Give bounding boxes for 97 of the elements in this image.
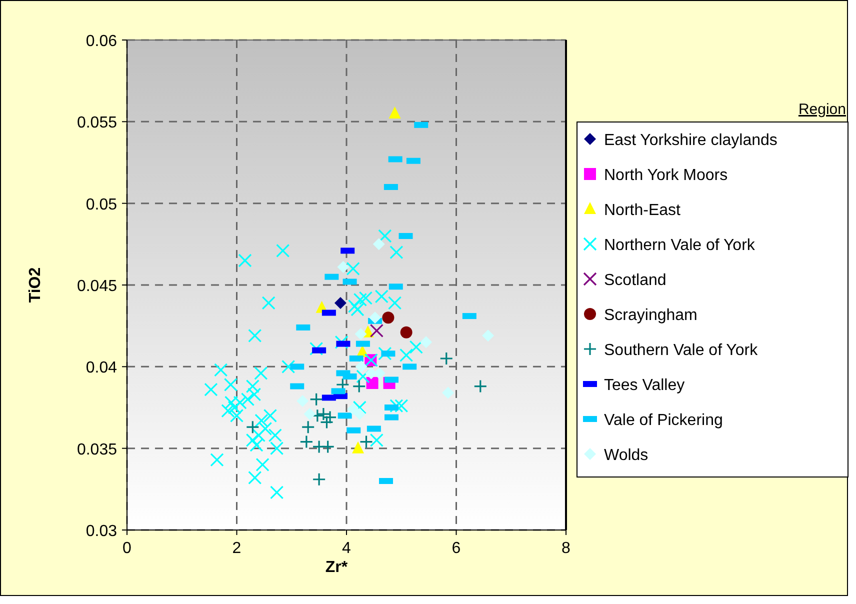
legend-label: Scotland (604, 272, 666, 289)
legend-label: Tees Valley (604, 377, 685, 394)
point (246, 379, 260, 394)
point (270, 442, 284, 456)
point (204, 382, 218, 396)
point (370, 433, 384, 447)
point (252, 428, 266, 442)
point (388, 106, 401, 118)
point (390, 246, 404, 260)
point (312, 472, 326, 486)
y-tick-label: 0.035 (76, 441, 118, 458)
legend-label: Northern Vale of York (604, 237, 756, 254)
x-axis-title: Zr* (325, 559, 348, 576)
x-tick-label: 2 (232, 540, 242, 557)
y-tick-label: 0.045 (76, 278, 118, 295)
legend-label: Southern Vale of York (604, 342, 759, 359)
x-tick-label: 4 (342, 540, 352, 557)
y-tick-label: 0.06 (86, 33, 118, 50)
point (230, 408, 244, 422)
point (248, 470, 262, 485)
point (263, 408, 278, 422)
point (353, 292, 368, 306)
x-tick-label: 8 (562, 540, 571, 557)
point (482, 330, 494, 342)
point (310, 342, 324, 356)
point (420, 336, 432, 348)
point (221, 404, 235, 418)
legend-label: North-East (604, 202, 682, 219)
point (400, 326, 412, 338)
point (440, 352, 454, 366)
point (262, 296, 276, 310)
legend-label: Scrayingham (604, 307, 698, 324)
point (388, 296, 402, 310)
point (359, 435, 374, 449)
point (382, 312, 394, 324)
point (276, 244, 290, 258)
point (254, 414, 268, 428)
point (348, 299, 362, 314)
point (346, 262, 360, 276)
point (258, 422, 272, 436)
point (337, 261, 350, 274)
point (268, 428, 282, 442)
point (254, 366, 268, 380)
point (300, 435, 314, 449)
point (347, 403, 360, 416)
point (210, 452, 224, 467)
point (354, 408, 366, 420)
point (400, 348, 414, 362)
y-tick-label: 0.055 (76, 114, 118, 132)
point (354, 328, 367, 340)
point (301, 420, 315, 434)
y-axis-title: TiO2 (27, 267, 44, 303)
point (310, 392, 324, 406)
point (442, 386, 454, 399)
x-tick-label: 0 (122, 540, 132, 557)
point (240, 392, 255, 406)
y-tick-label: 0.05 (86, 196, 118, 214)
x-tick-label: 6 (452, 540, 461, 557)
point (409, 340, 423, 354)
point (394, 399, 408, 413)
point (256, 458, 270, 472)
point (334, 296, 346, 309)
point (355, 360, 368, 373)
y-tick-label: 0.04 (86, 360, 118, 377)
point (378, 229, 392, 243)
point (372, 238, 385, 250)
point (224, 378, 238, 392)
point (246, 433, 260, 447)
y-tick-label: 0.03 (86, 523, 118, 540)
point (238, 254, 252, 268)
point (296, 394, 309, 407)
point (304, 408, 316, 420)
point (214, 363, 228, 377)
legend-title: Region (798, 101, 846, 118)
point (352, 400, 366, 414)
legend-label: East Yorkshire claylands (604, 132, 778, 149)
legend-label: North York Moors (604, 167, 728, 184)
point (270, 486, 284, 500)
point (369, 312, 382, 324)
point (370, 324, 384, 338)
point (374, 290, 388, 304)
point (282, 360, 296, 374)
point (352, 379, 366, 394)
point (250, 438, 264, 452)
point (366, 377, 378, 389)
point (352, 441, 364, 454)
legend-label: Wolds (604, 447, 648, 464)
legend-label: Vale of Pickering (604, 412, 723, 429)
point (356, 370, 370, 384)
point (474, 379, 488, 394)
point (228, 400, 242, 414)
point (248, 328, 262, 342)
point (358, 291, 373, 305)
point (321, 440, 335, 454)
point (246, 420, 260, 434)
point (350, 302, 364, 316)
point (248, 388, 262, 402)
